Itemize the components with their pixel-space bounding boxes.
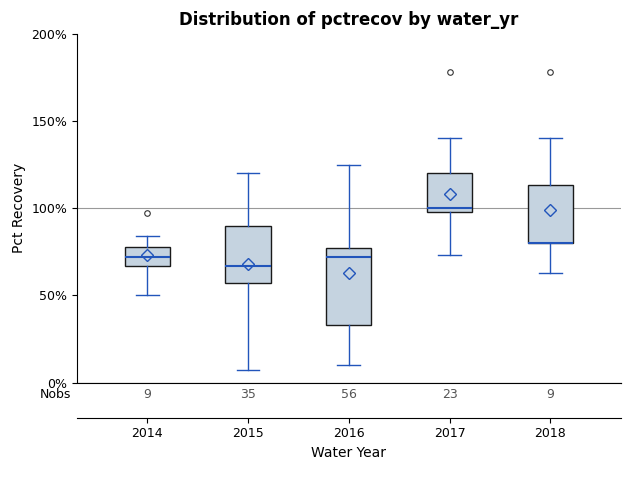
Text: 23: 23 (442, 388, 458, 401)
Text: 9: 9 (547, 388, 554, 401)
Text: 56: 56 (341, 388, 356, 401)
Y-axis label: Pct Recovery: Pct Recovery (12, 163, 26, 253)
PathPatch shape (125, 247, 170, 266)
PathPatch shape (326, 248, 371, 325)
Title: Distribution of pctrecov by water_yr: Distribution of pctrecov by water_yr (179, 11, 518, 29)
PathPatch shape (225, 226, 271, 283)
PathPatch shape (427, 173, 472, 212)
Text: Nobs: Nobs (40, 388, 72, 401)
Text: 9: 9 (143, 388, 151, 401)
Text: 35: 35 (240, 388, 256, 401)
PathPatch shape (527, 185, 573, 243)
X-axis label: Water Year: Water Year (311, 446, 387, 460)
